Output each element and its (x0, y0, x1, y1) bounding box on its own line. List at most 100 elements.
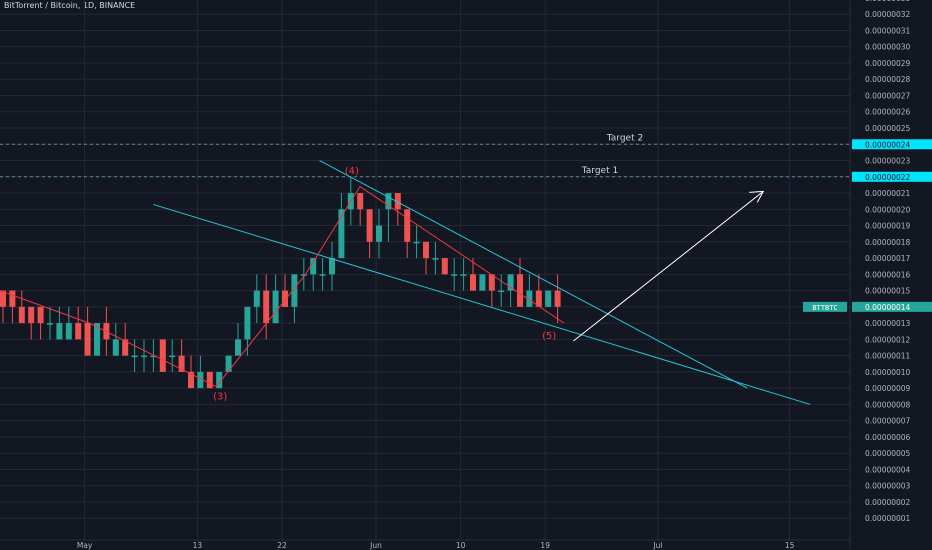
candle-down (423, 241, 429, 259)
candle-up (272, 290, 279, 324)
wave-label: (3) (213, 391, 227, 402)
x-tick-label: 19 (540, 541, 550, 550)
target-price-text: 0.00000024 (865, 140, 911, 149)
candle-down (404, 209, 411, 242)
candle-up (451, 274, 458, 276)
x-tick-label: 10 (456, 541, 466, 550)
candle-up (244, 306, 251, 340)
candle-up (65, 323, 72, 340)
y-tick-label: 0.00000029 (865, 59, 911, 68)
y-tick-label: 0.00000005 (865, 449, 911, 458)
candle-up (112, 339, 119, 356)
candle-up (131, 355, 138, 358)
candle-up (216, 371, 223, 389)
candle-down (178, 355, 185, 372)
y-tick-label: 0.00000017 (865, 254, 911, 263)
candle-up (225, 355, 232, 372)
candle-up (56, 323, 63, 340)
candle-down (28, 306, 35, 324)
symbol-tag (803, 301, 847, 312)
y-tick-label: 0.00000018 (865, 238, 911, 247)
candle-down (122, 339, 129, 356)
y-tick-label: 0.00000003 (865, 482, 911, 491)
x-tick-label: Jun (369, 541, 382, 550)
target-price-tag (852, 139, 932, 150)
candle-down (188, 371, 194, 389)
candle-up (545, 290, 552, 307)
target-price-text: 0.00000022 (865, 173, 911, 182)
symbol-tag-text: BTTBTC (812, 304, 837, 312)
candle-up (385, 193, 392, 210)
candle-up (300, 274, 307, 276)
x-tick-label: 22 (277, 541, 287, 550)
candle-up (169, 355, 176, 358)
y-tick-label: 0.00000011 (865, 352, 911, 361)
candle-down (517, 274, 523, 307)
y-tick-label: 0.00000010 (865, 368, 911, 377)
candle-down (441, 258, 448, 275)
candle-up (479, 274, 486, 291)
y-tick-label: 0.00000032 (865, 10, 911, 19)
candle-up (291, 274, 298, 307)
target-label: Target 1 (581, 166, 618, 176)
candle-down (554, 290, 561, 307)
candle-up (376, 225, 382, 242)
upper-trendline (319, 160, 748, 389)
candle-up (460, 274, 467, 276)
candle-down (0, 290, 6, 307)
y-tick-label: 0.00000030 (865, 43, 911, 52)
y-tick-label: 0.00000020 (865, 205, 911, 214)
y-tick-label: 0.00000015 (865, 287, 911, 296)
y-tick-label: 0.00000002 (865, 498, 911, 507)
y-tick-label: 0.00000023 (865, 157, 911, 166)
candle-down (488, 274, 495, 291)
candle-up (150, 355, 157, 358)
candle-down (470, 274, 476, 291)
y-tick-label: 0.00000033 (865, 0, 911, 3)
x-tick-label: Jul (652, 541, 662, 550)
candle-down (357, 193, 364, 210)
y-tick-label: 0.00000009 (865, 384, 911, 393)
candle-down (159, 339, 166, 372)
candle-down (263, 290, 270, 324)
y-tick-label: 0.00000001 (865, 514, 911, 523)
candle-down (394, 193, 401, 210)
y-tick-label: 0.00000012 (865, 335, 911, 344)
candle-up (338, 209, 345, 259)
y-tick-label: 0.00000004 (865, 465, 911, 474)
candle-up (319, 274, 326, 276)
y-tick-label: 0.00000028 (865, 75, 911, 84)
candle-down (366, 209, 373, 242)
y-tick-label: 0.00000031 (865, 26, 911, 35)
target-label: Target 2 (606, 133, 643, 143)
candle-down (37, 306, 44, 324)
candle-up (329, 258, 335, 275)
candle-up (526, 290, 533, 307)
x-tick-label: 13 (193, 541, 203, 550)
y-tick-label: 0.00000021 (865, 189, 911, 198)
candle-up (498, 290, 505, 293)
candle-up (310, 258, 317, 275)
x-tick-label: May (77, 541, 93, 550)
y-tick-label: 0.00000025 (865, 124, 911, 133)
candle-down (75, 323, 82, 340)
chart-title: BitTorrent / Bitcoin, 1D, BINANCE (4, 1, 136, 10)
wave-label: (4) (345, 166, 359, 177)
arrow-head (749, 190, 765, 203)
candle-down (84, 323, 91, 356)
lower-trendline (153, 203, 811, 405)
candle-down (9, 290, 16, 307)
y-tick-label: 0.00000006 (865, 433, 911, 442)
y-tick-label: 0.00000016 (865, 270, 911, 279)
current-price-text: 0.00000014 (865, 303, 911, 312)
wave-path (0, 185, 565, 388)
candle-down (535, 290, 542, 307)
candle-up (413, 241, 420, 244)
candle-up (235, 339, 241, 356)
candle-up (253, 290, 260, 307)
candle-up (432, 258, 439, 260)
y-tick-label: 0.00000019 (865, 222, 911, 231)
y-tick-label: 0.00000007 (865, 417, 911, 426)
x-tick-label: 15 (785, 541, 795, 550)
